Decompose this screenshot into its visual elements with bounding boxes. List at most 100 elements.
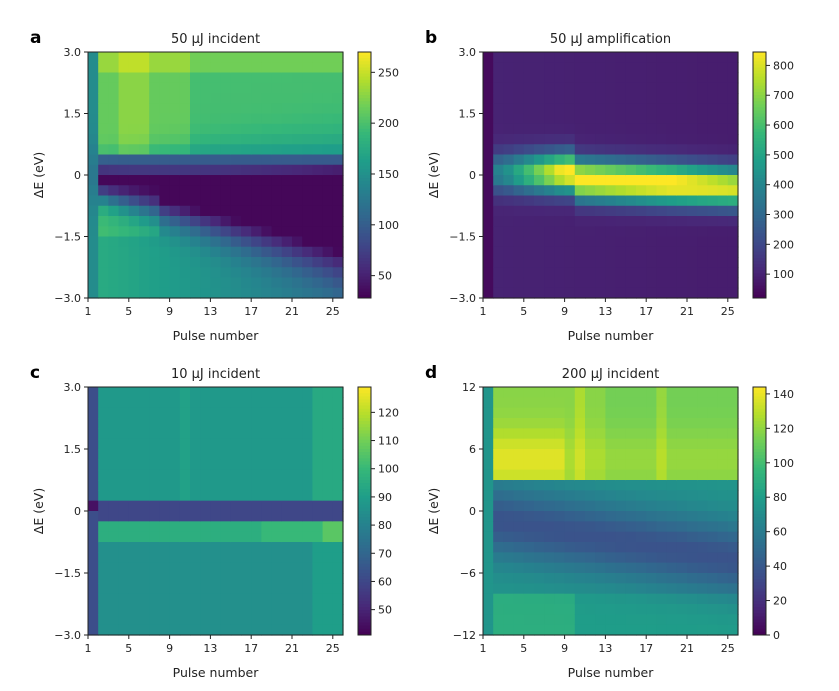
heatmap-cell	[707, 418, 719, 429]
heatmap-cell	[88, 82, 99, 94]
heatmap-cell	[717, 103, 729, 115]
heatmap-cell	[483, 542, 494, 553]
heatmap-cell	[717, 511, 729, 522]
heatmap-cell	[281, 277, 293, 289]
colorbar-segment	[753, 560, 766, 565]
heatmap-cell	[322, 624, 334, 636]
heatmap-cell	[230, 542, 242, 553]
heatmap-cell	[585, 226, 596, 238]
colorbar-segment	[358, 224, 371, 228]
heatmap-cell	[707, 438, 719, 450]
colorbar-segment	[753, 61, 766, 65]
heatmap-cell	[656, 226, 668, 238]
heatmap-cell	[322, 604, 334, 615]
heatmap-cell	[534, 624, 545, 636]
heatmap-cell	[687, 397, 698, 409]
heatmap-cell	[636, 521, 647, 533]
colorbar-segment	[753, 458, 766, 462]
heatmap-cell	[292, 480, 303, 491]
heatmap-cell	[179, 449, 191, 460]
heatmap-cell	[523, 287, 535, 299]
heatmap-cell	[271, 144, 283, 156]
heatmap-cell	[687, 287, 698, 299]
heatmap-cell	[656, 573, 668, 584]
colorbar-segment	[753, 285, 766, 290]
heatmap-cell	[595, 407, 606, 419]
heatmap-cell	[493, 277, 504, 289]
heatmap-cell	[312, 185, 324, 197]
heatmap-cell	[332, 449, 344, 460]
heatmap-cell	[241, 469, 252, 481]
heatmap-cell	[707, 480, 719, 491]
heatmap-cell	[88, 113, 99, 125]
heatmap-cell	[605, 583, 617, 595]
heatmap-cell	[261, 257, 273, 268]
heatmap-cell	[128, 62, 140, 74]
heatmap-cell	[220, 573, 232, 584]
heatmap-cell	[544, 459, 555, 471]
heatmap-cell	[210, 624, 222, 636]
heatmap-cell	[261, 490, 273, 502]
heatmap-cell	[118, 573, 130, 584]
heatmap-cell	[513, 511, 525, 522]
heatmap-cell	[615, 531, 627, 543]
heatmap-cell	[687, 82, 698, 94]
heatmap-cell	[159, 552, 171, 564]
colorbar-segment	[358, 116, 371, 121]
x-axis-label: Pulse number	[568, 665, 655, 680]
heatmap-cell	[292, 113, 303, 125]
heatmap-cell	[646, 236, 657, 248]
heatmap-cell	[625, 490, 637, 502]
heatmap-cell	[646, 277, 657, 289]
heatmap-cell	[534, 397, 545, 409]
colorbar-segment	[358, 628, 371, 633]
heatmap-cell	[697, 624, 708, 636]
heatmap-cell	[717, 62, 729, 74]
heatmap-cell	[281, 195, 293, 207]
heatmap-cell	[179, 531, 191, 543]
heatmap-cell	[251, 226, 262, 238]
heatmap-cell	[707, 113, 719, 125]
colorbar-segment	[358, 141, 371, 145]
heatmap-cell	[200, 562, 211, 574]
heatmap-cell	[169, 93, 181, 104]
heatmap-cell	[220, 175, 232, 186]
heatmap-cell	[230, 123, 242, 135]
heatmap-cell	[615, 542, 627, 553]
heatmap-cell	[707, 257, 719, 268]
heatmap-cell	[98, 144, 109, 156]
colorbar-segment	[753, 594, 766, 599]
heatmap-cell	[251, 246, 262, 258]
heatmap-cell	[98, 490, 109, 502]
heatmap-cell	[513, 103, 525, 115]
heatmap-cell	[483, 277, 494, 289]
heatmap-cell	[190, 418, 201, 429]
colorbar-tick-label: 500	[773, 149, 794, 162]
heatmap-cell	[220, 195, 232, 207]
heatmap-cell	[98, 573, 109, 584]
heatmap-cell	[523, 604, 535, 615]
heatmap-cell	[169, 562, 181, 574]
heatmap-cell	[697, 195, 708, 207]
heatmap-cell	[717, 246, 729, 258]
colorbar-segment	[753, 227, 766, 231]
heatmap-cell	[666, 52, 678, 63]
heatmap-cell	[595, 175, 606, 186]
colorbar-segment	[753, 156, 766, 161]
heatmap-cell	[312, 418, 324, 429]
x-tick-label: 9	[561, 642, 568, 655]
heatmap-cell	[676, 624, 688, 636]
heatmap-cell	[159, 593, 171, 605]
heatmap-cell	[190, 397, 201, 409]
colorbar-segment	[753, 190, 766, 194]
heatmap-cell	[605, 195, 617, 207]
heatmap-cell	[241, 573, 252, 584]
heatmap-cell	[271, 154, 283, 166]
heatmap-cell	[564, 154, 576, 166]
heatmap-cell	[169, 469, 181, 481]
heatmap-cell	[564, 267, 576, 279]
heatmap-cell	[200, 449, 211, 460]
heatmap-cell	[332, 552, 344, 564]
y-tick-label: 0	[469, 505, 476, 518]
heatmap-cell	[332, 511, 344, 522]
